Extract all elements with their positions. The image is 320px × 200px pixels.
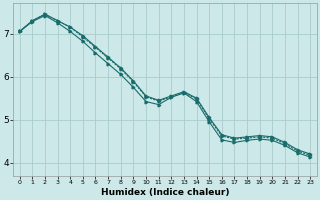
X-axis label: Humidex (Indice chaleur): Humidex (Indice chaleur) [101, 188, 229, 197]
